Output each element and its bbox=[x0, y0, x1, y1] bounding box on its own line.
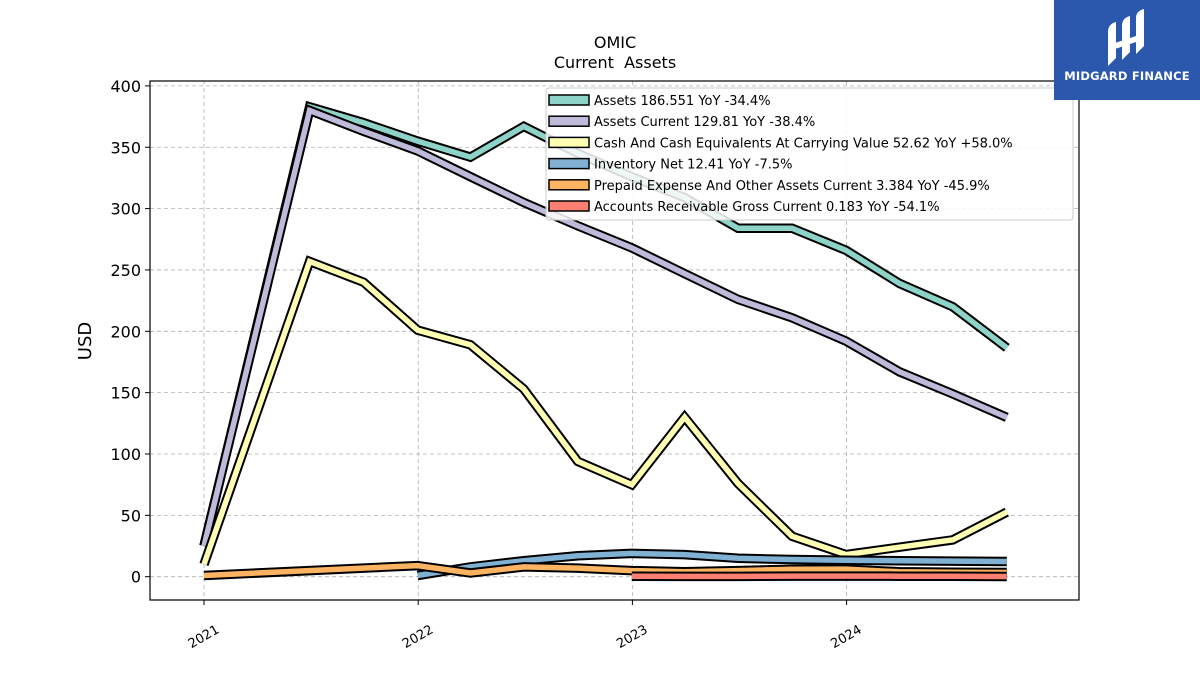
legend-label: Prepaid Expense And Other Assets Current… bbox=[594, 179, 990, 194]
series-line-fill bbox=[417, 550, 1007, 579]
legend-label: Cash And Cash Equivalents At Carrying Va… bbox=[594, 136, 1013, 151]
x-tick-label: 2022 bbox=[400, 622, 436, 652]
y-tick-label: 0 bbox=[131, 568, 141, 587]
legend-label: Accounts Receivable Gross Current 0.183 … bbox=[594, 200, 940, 215]
legend-swatch bbox=[548, 157, 590, 170]
legend-box bbox=[545, 87, 1074, 221]
legend-swatch bbox=[548, 200, 590, 212]
y-tick-label: 100 bbox=[110, 445, 141, 464]
y-axis-label: USD bbox=[75, 322, 96, 360]
brand-logo: MIDGARD FINANCE bbox=[1054, 0, 1200, 100]
x-tick-label: 2023 bbox=[614, 622, 650, 652]
legend-swatch bbox=[548, 136, 590, 149]
legend-swatch bbox=[548, 94, 590, 106]
series-line-outline bbox=[199, 255, 1009, 566]
y-tick-label: 200 bbox=[110, 322, 141, 341]
y-tick-label: 50 bbox=[121, 506, 141, 525]
y-tick-label: 250 bbox=[110, 261, 141, 280]
legend-swatch bbox=[548, 115, 590, 127]
y-tick-label: 400 bbox=[110, 77, 141, 96]
chart-subtitle: Current Assets bbox=[554, 53, 676, 72]
legend-swatch bbox=[548, 179, 590, 191]
legend-label: Inventory Net 12.41 YoY -7.5% bbox=[594, 158, 793, 173]
legend: Assets 186.551 YoY -34.4% Assets Current … bbox=[545, 87, 1074, 221]
series-line bbox=[199, 255, 1009, 566]
brand-name: MIDGARD FINANCE bbox=[1064, 69, 1190, 83]
legend-label: Assets Current 129.81 YoY -38.4% bbox=[594, 115, 815, 130]
plot-frame bbox=[149, 80, 1080, 601]
y-tick-label: 350 bbox=[110, 138, 141, 157]
series-line-fill bbox=[201, 106, 1008, 547]
x-tick-label: 2024 bbox=[828, 622, 864, 652]
y-tick-label: 300 bbox=[110, 200, 141, 219]
legend-label: Assets 186.551 YoY -34.4% bbox=[594, 94, 771, 109]
series-line-fill bbox=[201, 257, 1009, 566]
chart-title: OMIC bbox=[594, 33, 636, 52]
y-tick-label: 150 bbox=[110, 384, 141, 403]
x-tick-label: 2021 bbox=[186, 622, 222, 652]
series-line bbox=[416, 548, 1007, 581]
midgard-logo-icon bbox=[1108, 9, 1144, 66]
series-line bbox=[199, 104, 1009, 548]
